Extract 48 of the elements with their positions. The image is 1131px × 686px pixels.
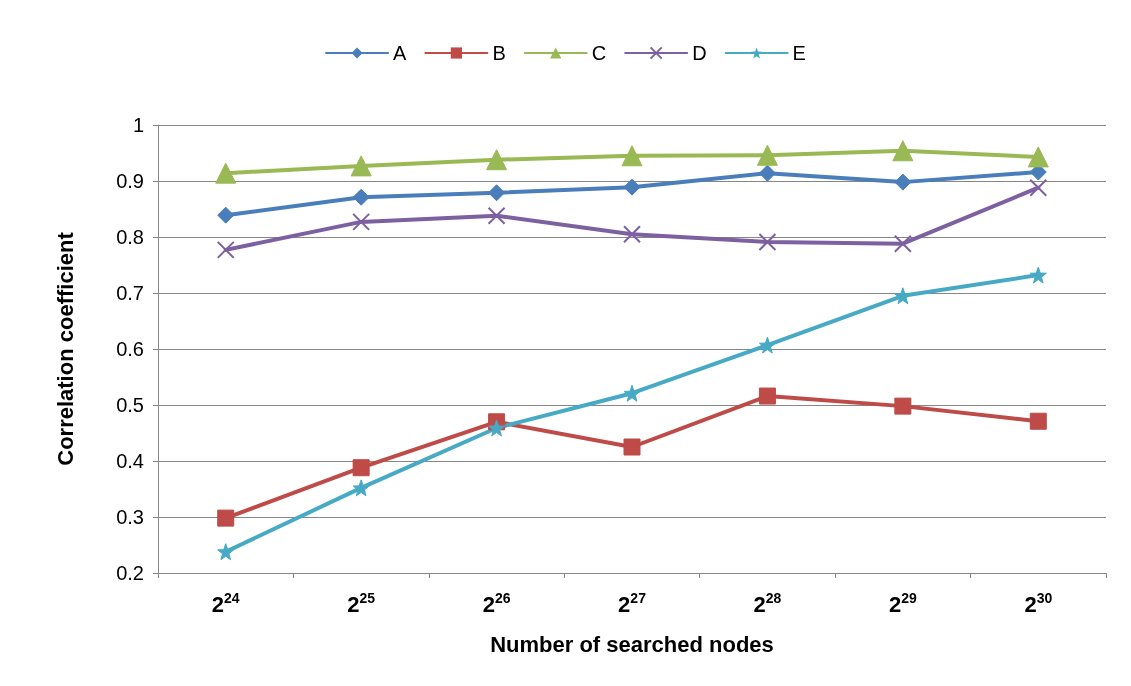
point — [1029, 412, 1047, 430]
point — [623, 384, 641, 402]
y-tick-label: 0.2 — [116, 562, 144, 584]
point — [623, 178, 641, 196]
point — [487, 206, 506, 225]
point — [623, 225, 641, 244]
y-tick-label: 1 — [132, 114, 144, 136]
point — [1029, 178, 1048, 197]
point — [623, 438, 641, 456]
point — [350, 155, 372, 177]
point — [488, 184, 506, 202]
point — [217, 206, 235, 224]
point — [217, 509, 235, 527]
point — [758, 164, 776, 182]
point — [758, 336, 776, 354]
point — [217, 543, 235, 561]
point — [621, 145, 643, 167]
legend-label: A — [393, 42, 408, 64]
point — [758, 233, 777, 252]
point — [893, 234, 912, 253]
point — [215, 162, 237, 184]
point — [486, 149, 508, 171]
point — [756, 144, 778, 166]
point — [352, 459, 370, 477]
point — [758, 387, 776, 405]
legend-label: D — [692, 42, 707, 64]
y-tick-label: 0.7 — [116, 282, 144, 304]
y-axis-title: Correlation coefficient — [52, 231, 78, 466]
y-tick-label: 0.3 — [116, 506, 144, 528]
x-axis-title: Number of searched nodes — [490, 631, 774, 657]
point — [352, 212, 371, 231]
y-tick-label: 0.8 — [116, 226, 144, 248]
y-tick-label: 0.4 — [116, 450, 144, 472]
y-tick-label: 0.5 — [116, 394, 144, 416]
point — [1027, 146, 1049, 168]
legend-label: C — [591, 42, 607, 64]
legend-label: E — [792, 42, 806, 64]
y-tick-label: 0.6 — [116, 338, 144, 360]
point — [488, 419, 506, 437]
legend-label: B — [492, 42, 506, 64]
point — [216, 240, 235, 259]
point — [1029, 266, 1047, 284]
point — [352, 479, 370, 497]
point — [892, 140, 914, 162]
point — [352, 188, 370, 206]
point — [894, 397, 912, 415]
y-tick-label: 0.9 — [116, 170, 144, 192]
point — [894, 173, 912, 191]
